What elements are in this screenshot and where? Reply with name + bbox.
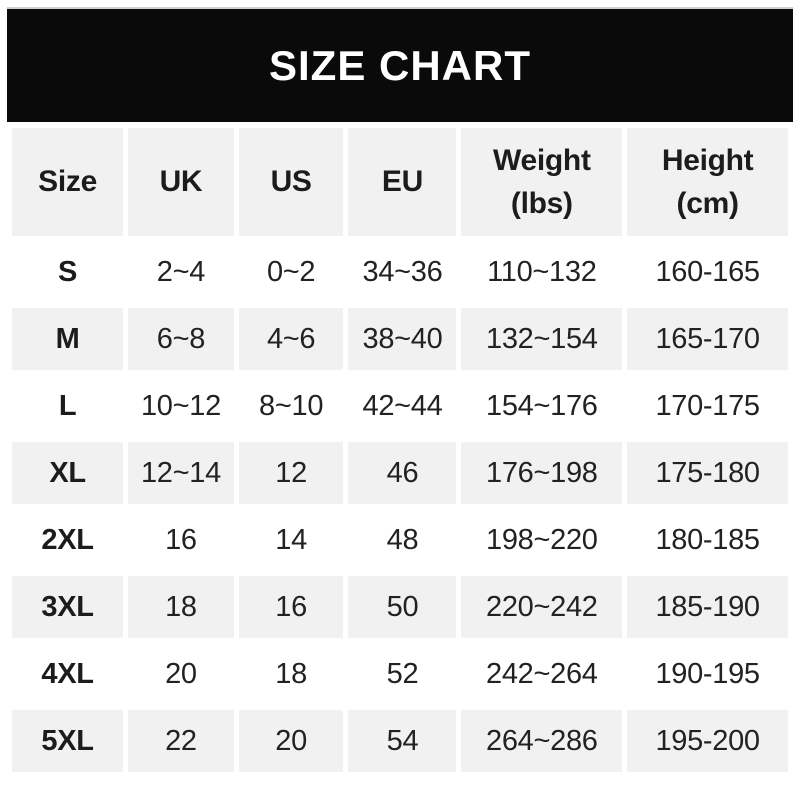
cell-weight: 132~154 xyxy=(461,308,623,370)
cell-uk: 18 xyxy=(128,576,234,638)
column-header-us: US xyxy=(238,128,344,236)
cell-size: L xyxy=(12,375,124,437)
cell-weight: 110~132 xyxy=(461,241,623,303)
cell-us: 20 xyxy=(238,710,344,772)
cell-us: 12 xyxy=(238,442,344,504)
cell-eu: 34~36 xyxy=(348,241,457,303)
cell-uk: 20 xyxy=(128,643,234,705)
cell-eu: 48 xyxy=(348,509,457,571)
cell-height: 185-190 xyxy=(627,576,788,638)
cell-us: 16 xyxy=(238,576,344,638)
cell-size: 3XL xyxy=(12,576,124,638)
cell-uk: 10~12 xyxy=(128,375,234,437)
cell-us: 0~2 xyxy=(238,241,344,303)
cell-weight: 242~264 xyxy=(461,643,623,705)
cell-us: 4~6 xyxy=(238,308,344,370)
cell-height: 160-165 xyxy=(627,241,788,303)
cell-uk: 16 xyxy=(128,509,234,571)
cell-eu: 54 xyxy=(348,710,457,772)
table-row-xl: XL 12~14 12 46 176~198 175-180 xyxy=(12,442,788,504)
title-banner: SIZE CHART xyxy=(7,7,793,122)
table-row-2xl: 2XL 16 14 48 198~220 180-185 xyxy=(12,509,788,571)
cell-height: 170-175 xyxy=(627,375,788,437)
cell-size: 5XL xyxy=(12,710,124,772)
size-chart-table: Size UK US EU Weight (lbs) Height (cm) S… xyxy=(7,123,793,777)
cell-weight: 220~242 xyxy=(461,576,623,638)
cell-uk: 2~4 xyxy=(128,241,234,303)
table-row-s: S 2~4 0~2 34~36 110~132 160-165 xyxy=(12,241,788,303)
cell-us: 8~10 xyxy=(238,375,344,437)
cell-uk: 6~8 xyxy=(128,308,234,370)
cell-height: 195-200 xyxy=(627,710,788,772)
column-header-eu: EU xyxy=(348,128,457,236)
cell-uk: 12~14 xyxy=(128,442,234,504)
table-row-5xl: 5XL 22 20 54 264~286 195-200 xyxy=(12,710,788,772)
table-row-4xl: 4XL 20 18 52 242~264 190-195 xyxy=(12,643,788,705)
cell-weight: 154~176 xyxy=(461,375,623,437)
cell-weight: 176~198 xyxy=(461,442,623,504)
cell-height: 175-180 xyxy=(627,442,788,504)
cell-height: 190-195 xyxy=(627,643,788,705)
cell-us: 18 xyxy=(238,643,344,705)
cell-eu: 52 xyxy=(348,643,457,705)
table-row-3xl: 3XL 18 16 50 220~242 185-190 xyxy=(12,576,788,638)
cell-eu: 42~44 xyxy=(348,375,457,437)
cell-eu: 50 xyxy=(348,576,457,638)
cell-size: 4XL xyxy=(12,643,124,705)
cell-weight: 264~286 xyxy=(461,710,623,772)
cell-us: 14 xyxy=(238,509,344,571)
cell-eu: 46 xyxy=(348,442,457,504)
cell-size: M xyxy=(12,308,124,370)
page-title: SIZE CHART xyxy=(269,41,531,89)
table-row-m: M 6~8 4~6 38~40 132~154 165-170 xyxy=(12,308,788,370)
cell-eu: 38~40 xyxy=(348,308,457,370)
table-row-l: L 10~12 8~10 42~44 154~176 170-175 xyxy=(12,375,788,437)
cell-height: 165-170 xyxy=(627,308,788,370)
cell-weight: 198~220 xyxy=(461,509,623,571)
cell-height: 180-185 xyxy=(627,509,788,571)
column-header-height: Height (cm) xyxy=(627,128,788,236)
cell-size: 2XL xyxy=(12,509,124,571)
header-row: Size UK US EU Weight (lbs) Height (cm) xyxy=(12,128,788,236)
column-header-uk: UK xyxy=(128,128,234,236)
cell-size: XL xyxy=(12,442,124,504)
column-header-size: Size xyxy=(12,128,124,236)
cell-size: S xyxy=(12,241,124,303)
column-header-weight: Weight (lbs) xyxy=(461,128,623,236)
cell-uk: 22 xyxy=(128,710,234,772)
